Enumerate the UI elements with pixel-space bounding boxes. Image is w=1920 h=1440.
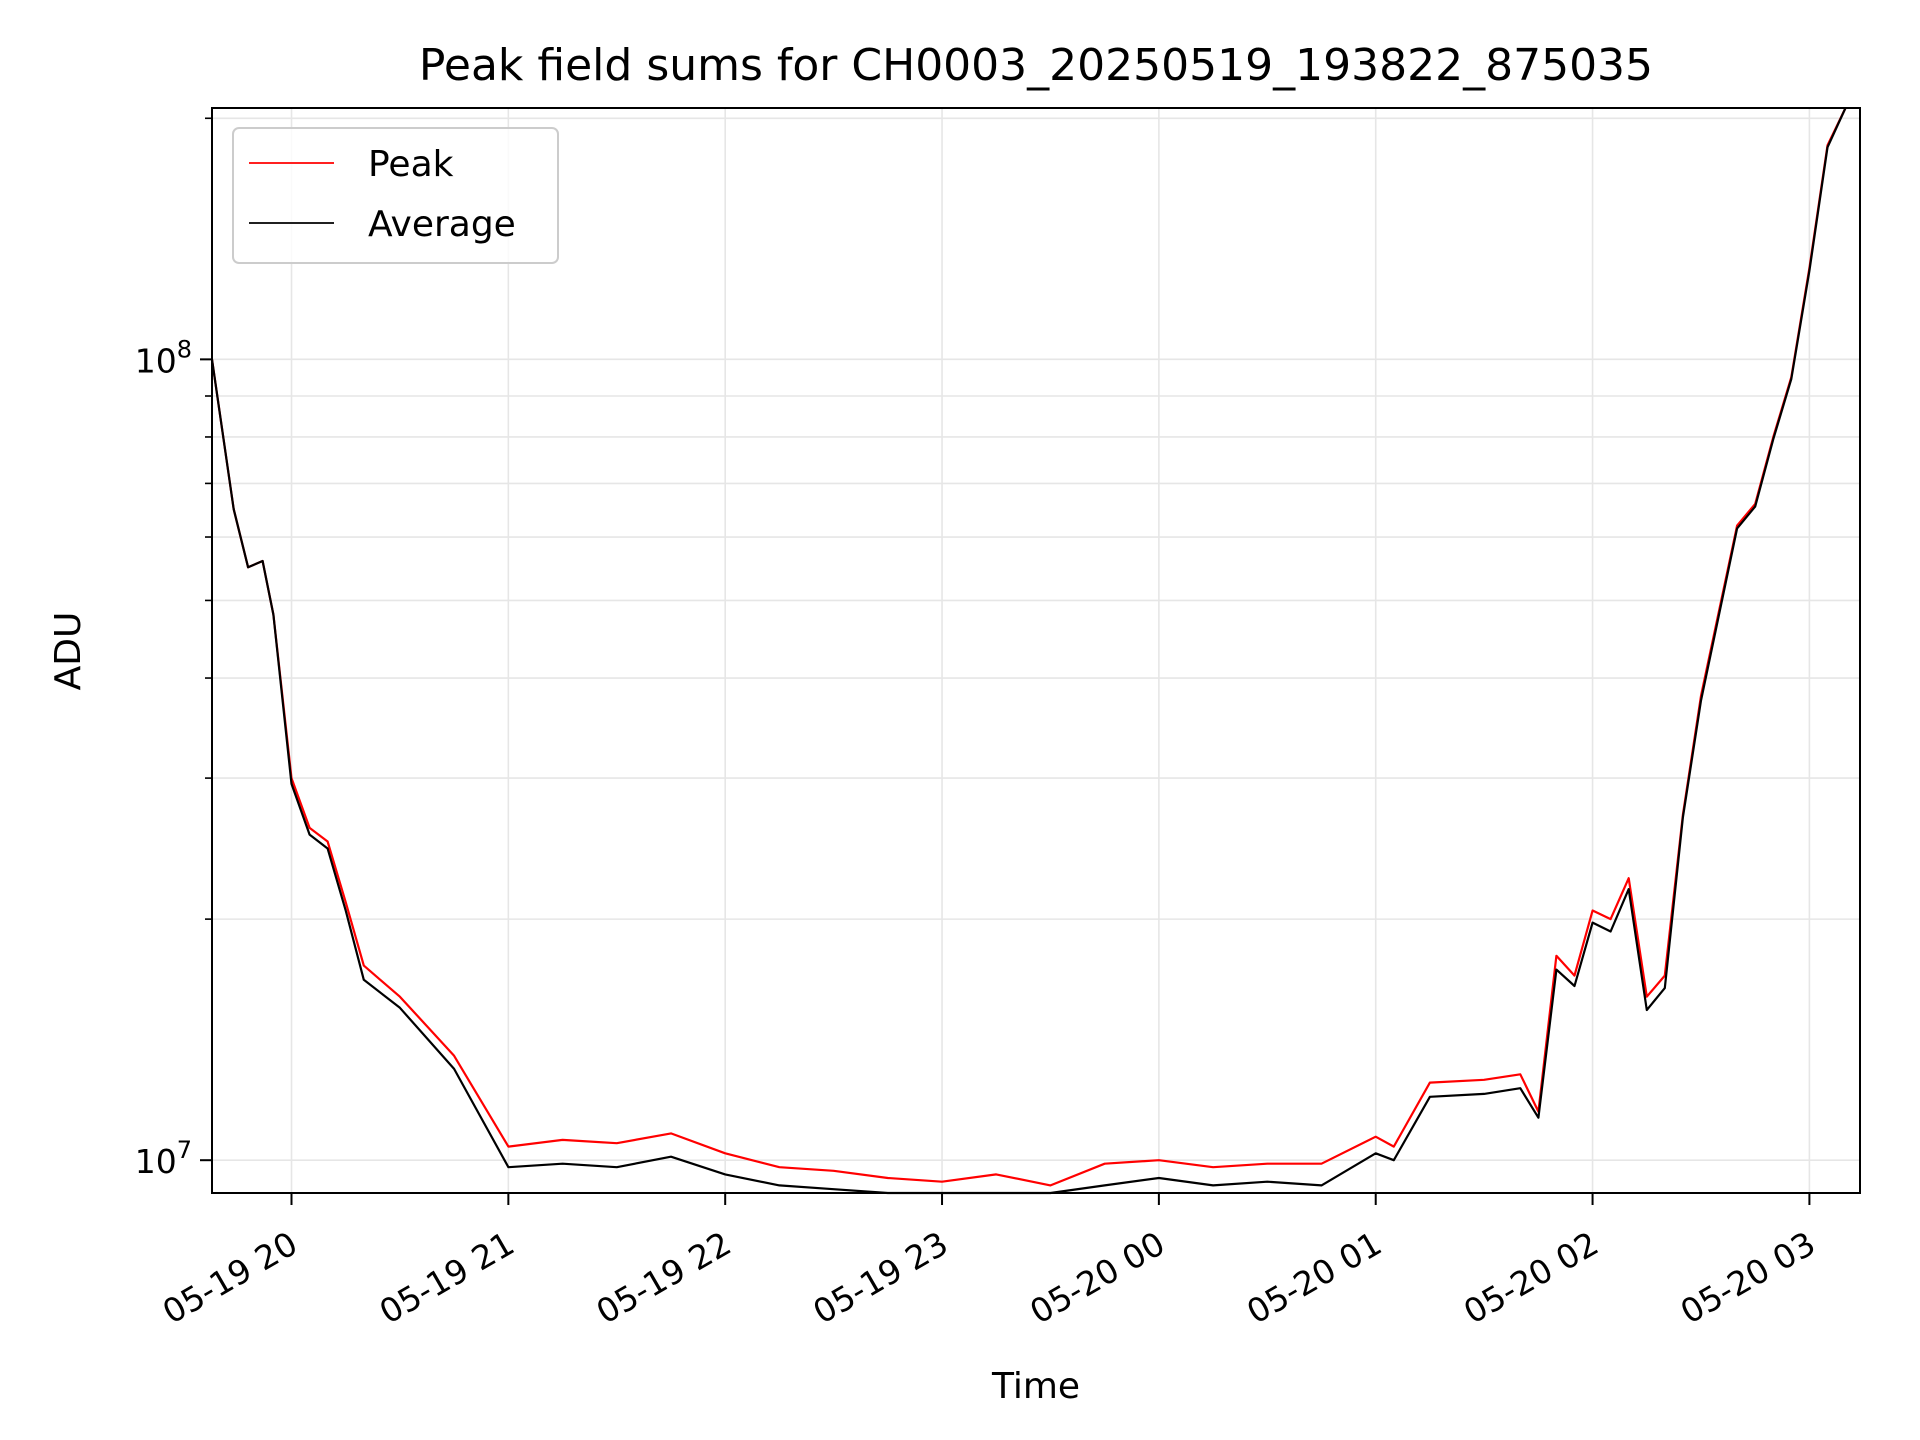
series-layer: [210, 107, 1847, 1195]
y-tick-label: 108: [135, 335, 192, 380]
grid-lines: [212, 108, 1860, 1193]
legend-box: [232, 127, 559, 264]
plot-frame: [211, 107, 1861, 1194]
y-tick-label: 107: [135, 1136, 192, 1181]
chart-title: Peak field sums for CH0003_20250519_1938…: [419, 40, 1653, 91]
series-line-average: [210, 107, 1847, 1195]
y-axis-label: ADU: [48, 612, 89, 691]
legend: Peak Average: [232, 127, 559, 264]
legend-label-average: Average: [368, 204, 516, 245]
plot-area: 05-19 20 05-19 21 05-19 22 05-19 23 05-20 00…: [135, 107, 1861, 1332]
x-axis-label: Time: [991, 1366, 1080, 1407]
plot-background: [212, 108, 1860, 1193]
legend-label-peak: Peak: [368, 144, 454, 185]
